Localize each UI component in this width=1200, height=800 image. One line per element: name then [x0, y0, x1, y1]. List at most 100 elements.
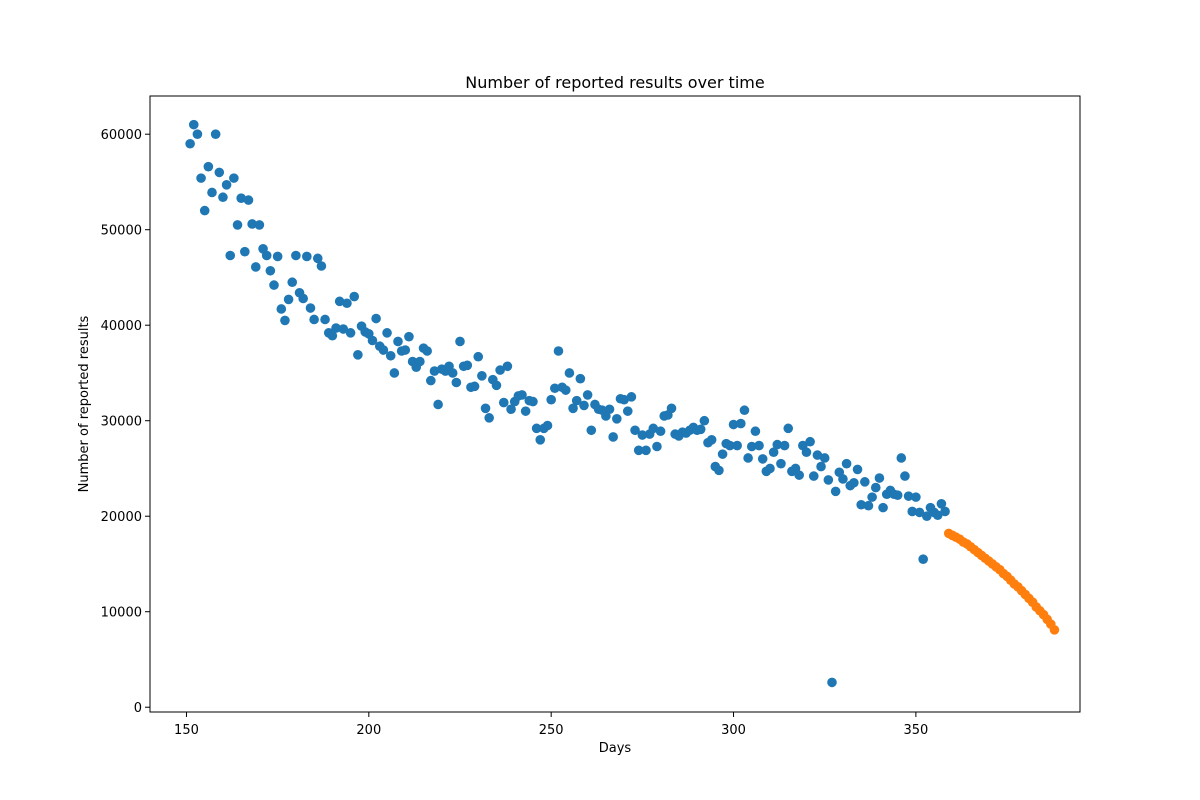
data-point-blue [520, 406, 531, 416]
data-point-blue [491, 380, 502, 391]
data-point-blue [874, 473, 885, 483]
data-point-blue [801, 447, 812, 458]
data-point-blue [608, 432, 618, 442]
data-point-blue [867, 492, 877, 502]
data-point-blue [192, 129, 203, 140]
y-axis-label: Number of reported results [77, 315, 92, 492]
data-point-orange [1049, 625, 1060, 635]
data-point-blue [385, 350, 396, 361]
data-point-blue [648, 423, 659, 434]
data-point-blue [652, 441, 662, 452]
y-tick-label: 20000 [101, 510, 142, 525]
data-point-blue [582, 390, 593, 400]
data-point-blue [863, 500, 874, 511]
data-point-blue [309, 314, 319, 325]
data-point-blue [550, 383, 560, 394]
y-tick-label: 30000 [101, 415, 142, 430]
data-point-blue [743, 453, 753, 463]
data-point-blue [907, 506, 918, 517]
data-point-blue [250, 262, 261, 272]
data-point-blue [185, 138, 195, 149]
data-point-blue [725, 440, 735, 451]
data-point-blue [936, 499, 947, 509]
data-point-blue [739, 405, 750, 416]
data-point-blue [210, 129, 221, 140]
data-point-blue [612, 414, 622, 424]
data-point-blue [808, 471, 819, 481]
plot-frame [149, 95, 1081, 713]
data-point-blue [316, 261, 327, 271]
data-point-blue [732, 440, 742, 451]
data-point-blue [838, 474, 848, 484]
x-axis-ticks: 150 200 250 300 350 [174, 712, 928, 738]
data-point-blue [214, 167, 225, 178]
data-point-blue [757, 454, 768, 464]
data-point-blue [528, 396, 538, 407]
data-point-blue [878, 502, 888, 513]
data-point-blue [287, 277, 298, 288]
data-point-blue [586, 425, 597, 436]
data-point-blue [506, 404, 516, 415]
data-point-blue [305, 303, 316, 313]
data-point-blue [349, 291, 360, 302]
data-point-blue [367, 335, 378, 346]
data-point-blue [750, 426, 761, 437]
data-point-blue [772, 439, 783, 450]
data-point-blue [564, 368, 575, 378]
data-point-blue [699, 415, 710, 426]
data-point-blue [655, 426, 666, 437]
data-point-blue [783, 423, 794, 434]
data-point-blue [830, 486, 841, 497]
data-point-blue [560, 385, 571, 395]
data-point-blue [473, 351, 484, 362]
data-point-blue [404, 331, 414, 342]
data-point-blue [426, 375, 436, 386]
data-point-blue [630, 425, 640, 436]
x-tick-label: 300 [721, 723, 746, 738]
data-point-blue [302, 251, 312, 262]
data-point-blue [765, 463, 775, 474]
data-point-blue [320, 314, 330, 325]
data-point-blue [240, 246, 250, 257]
x-tick-label: 250 [539, 723, 564, 738]
data-point-blue [480, 403, 491, 414]
data-point-blue [232, 220, 243, 230]
data-point-blue [334, 296, 345, 307]
data-point-blue [203, 161, 214, 172]
data-point-blue [429, 366, 440, 376]
data-point-blue [247, 219, 257, 229]
data-point-blue [856, 499, 866, 510]
data-point-blue [900, 471, 910, 481]
data-point-blue [754, 440, 764, 451]
data-point-blue [827, 677, 837, 688]
data-point-blue [922, 511, 932, 522]
data-point-blue [243, 195, 254, 205]
data-point-blue [495, 365, 505, 375]
data-point-blue [236, 193, 246, 203]
data-point-blue [695, 424, 706, 435]
data-point-blue [484, 413, 494, 423]
data-point-blue [852, 464, 863, 475]
data-point-blue [298, 293, 308, 304]
y-tick-label: 50000 [101, 224, 142, 239]
data-point-blue [221, 180, 232, 190]
data-point-blue [393, 336, 403, 347]
data-point-blue [604, 404, 615, 415]
data-point-blue [229, 173, 239, 183]
data-point-blue [280, 315, 290, 326]
data-point-blue [261, 250, 272, 261]
data-point-blue [276, 304, 287, 314]
data-point-blue [265, 265, 276, 276]
y-tick-label: 0 [134, 701, 142, 716]
data-point-blue [382, 328, 392, 338]
data-point-blue [269, 280, 279, 290]
data-point-blue [823, 475, 834, 485]
data-point-blue [633, 445, 644, 456]
data-point-blue [542, 420, 553, 431]
data-point-blue [207, 187, 217, 198]
x-tick-label: 350 [903, 723, 928, 738]
y-tick-label: 10000 [101, 606, 142, 621]
x-tick-label: 200 [356, 723, 381, 738]
data-point-blue [728, 419, 739, 430]
